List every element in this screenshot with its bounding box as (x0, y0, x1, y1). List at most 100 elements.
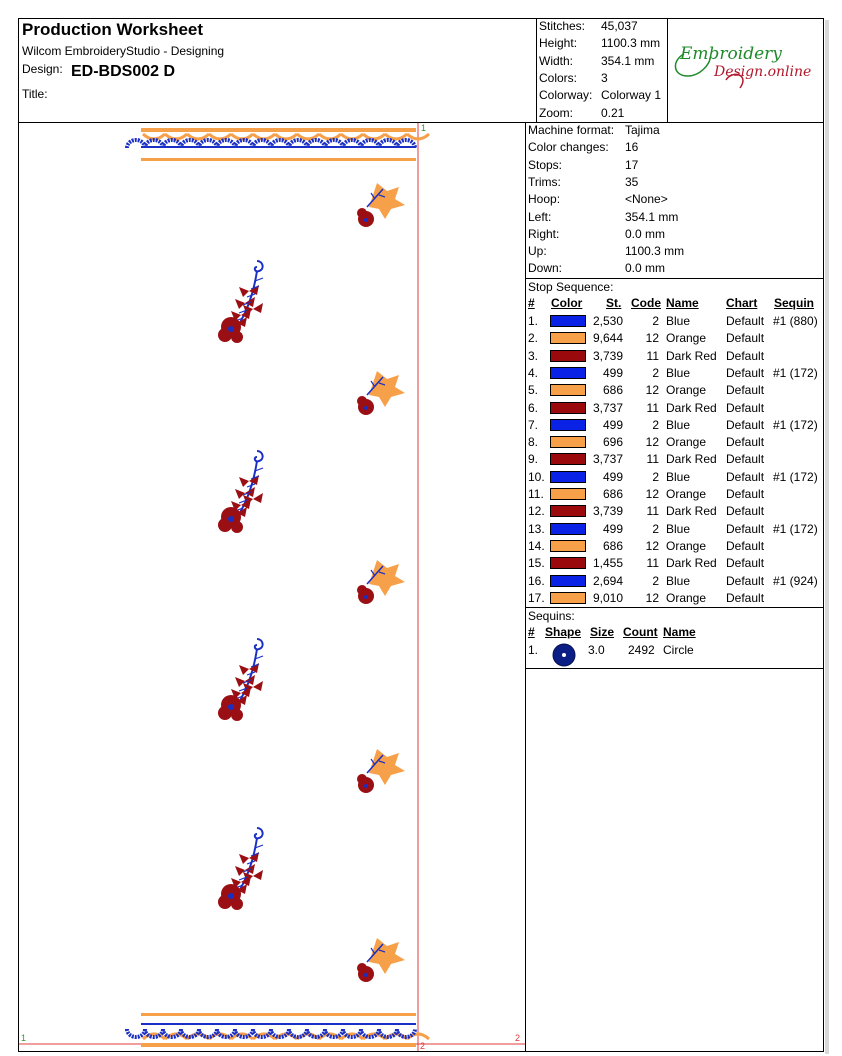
summary-label: Colors: (539, 70, 578, 85)
header-divider-1 (536, 18, 537, 123)
frame-bottom (18, 1051, 824, 1052)
table-row: 1. 2,530 2 Blue Default #1 (880) (526, 314, 823, 331)
stop-stitches: 696 (602, 435, 623, 450)
table-row: 6. 3,737 11 Dark Red Default (526, 401, 823, 418)
stop-sequin: #1 (172) (773, 521, 818, 536)
sequin-header-num: # (528, 625, 535, 639)
machine-value: <None> (625, 192, 668, 207)
stop-code: 2 (652, 365, 659, 380)
stop-stitches: 686 (602, 383, 623, 398)
color-swatch (550, 505, 586, 518)
design-preview: 1 1 2 2 (19, 123, 525, 1051)
stop-num: 17. (528, 590, 545, 605)
stop-chart: Default (726, 365, 765, 380)
table-row: 4. 499 2 Blue Default #1 (172) (526, 366, 823, 383)
stop-code: 11 (646, 400, 659, 415)
sequins-table: # Shape Size Count Name 1. 3.0 2492 Circ… (526, 625, 823, 667)
stop-stitches: 2,530 (592, 314, 623, 328)
stop-code: 12 (645, 383, 659, 398)
machine-value: 35 (625, 174, 639, 189)
summary-value: 3 (601, 70, 608, 85)
corner-mark-bottom-right-b: 2 (420, 1041, 425, 1051)
stop-code: 2 (652, 573, 659, 588)
stop-header-code: Code (631, 296, 661, 310)
stop-stitches: 3,737 (592, 400, 623, 415)
sequin-header-size: Size (590, 625, 615, 639)
stop-chart: Default (726, 469, 765, 484)
stop-stitches: 3,737 (592, 452, 623, 467)
color-swatch (550, 453, 586, 466)
stop-code: 2 (652, 314, 659, 328)
machine-bottom (525, 278, 824, 279)
design-name: ED-BDS002 D (71, 63, 176, 80)
small-floral-motif (357, 938, 405, 982)
stop-stitches: 3,739 (592, 504, 623, 519)
stop-stitches: 499 (602, 521, 623, 536)
large-floral-motif (218, 638, 264, 721)
page-title: Production Worksheet (22, 20, 204, 39)
stop-name: Dark Red (666, 400, 717, 415)
stop-code: 2 (652, 521, 659, 536)
summary-value: 45,037 (601, 19, 638, 33)
color-swatch (550, 488, 586, 500)
table-row: 10. 499 2 Blue Default #1 (172) (526, 470, 823, 487)
stop-sequin: #1 (924) (773, 573, 818, 588)
summary-value: Colorway 1 (601, 88, 662, 103)
stop-chart: Default (726, 521, 765, 536)
sequin-row-name: Circle (663, 643, 694, 657)
color-swatch (550, 557, 586, 570)
logo-line2: Design.online (714, 64, 812, 80)
stop-name: Blue (666, 573, 691, 588)
summary-label: Zoom: (539, 105, 574, 120)
stop-sequin: #1 (172) (773, 469, 818, 484)
stop-chart: Default (726, 538, 765, 553)
stop-chart: Default (726, 452, 765, 467)
stop-name: Blue (666, 417, 691, 432)
lace-border (125, 1013, 431, 1047)
stop-code: 12 (645, 590, 659, 605)
stop-stitches: 686 (602, 487, 623, 501)
machine-label: Left: (528, 209, 552, 224)
frame-header-bottom (18, 122, 824, 123)
stop-sequin: #1 (880) (773, 314, 818, 328)
stop-name: Blue (666, 365, 691, 380)
machine-value: 0.0 mm (625, 226, 666, 241)
stop-chart: Default (726, 314, 765, 328)
color-swatch (550, 574, 586, 587)
stop-stitches: 3,739 (592, 348, 623, 363)
table-row: 14. 686 12 Orange Default (526, 539, 823, 556)
color-swatch (550, 539, 586, 552)
table-row: 3. 3,739 11 Dark Red Default (526, 349, 823, 366)
stop-num: 16. (528, 573, 545, 588)
stop-num: 1. (528, 314, 539, 328)
summary-value: 354.1 mm (601, 53, 655, 68)
color-swatch (550, 366, 586, 379)
stop-chart: Default (726, 348, 765, 363)
stop-num: 4. (528, 365, 539, 380)
stop-name: Dark Red (666, 452, 717, 467)
stop-stitches: 9,010 (592, 590, 623, 605)
machine-label: Hoop: (528, 192, 561, 207)
page-shadow (825, 20, 829, 1054)
color-swatch (550, 436, 586, 449)
sequin-row-count: 2492 (628, 643, 655, 657)
machine-label: Machine format: (528, 123, 615, 137)
stop-header-sequin: Sequin (774, 296, 815, 310)
machine-label: Color changes: (528, 140, 609, 155)
stop-sequence-table: # Color St. Code Name Chart Sequin 1. 2,5… (526, 296, 823, 606)
sequins-bottom (525, 668, 824, 669)
machine-value: Tajima (625, 123, 660, 137)
stop-name: Dark Red (666, 556, 717, 571)
small-floral-motif (357, 749, 405, 793)
stop-sequence-title: Stop Sequence: (528, 280, 614, 294)
small-floral-motif (357, 560, 405, 604)
stop-code: 11 (646, 348, 659, 363)
stop-code: 12 (645, 331, 659, 346)
frame-top (18, 18, 824, 19)
stops-bottom (525, 607, 824, 608)
stop-name: Blue (666, 469, 691, 484)
color-swatch (550, 315, 586, 327)
table-row: 12. 3,739 11 Dark Red Default (526, 504, 823, 521)
table-row: 15. 1,455 11 Dark Red Default (526, 556, 823, 573)
stop-chart: Default (726, 400, 765, 415)
